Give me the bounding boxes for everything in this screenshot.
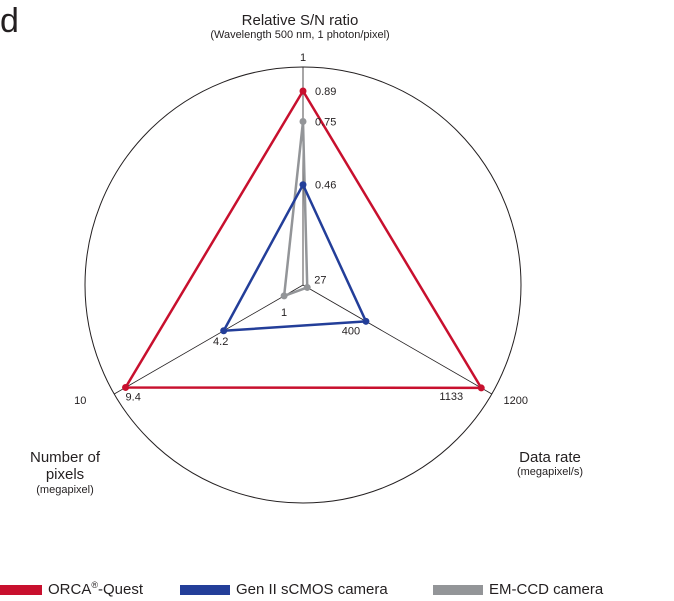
data-label-1-2: 4.2 — [213, 336, 228, 348]
data-point-0-0 — [299, 87, 307, 95]
axis-max-label-sn: 1 — [300, 52, 306, 64]
data-label-1-1: 400 — [342, 325, 360, 337]
data-label-0-2: 9.4 — [126, 391, 141, 403]
data-point-0-2 — [122, 383, 130, 391]
axis-title-rate-sub: (megapixel/s) — [516, 466, 584, 479]
data-label-2-2: 1 — [281, 307, 287, 319]
legend-item-orca: ORCA®-Quest — [0, 581, 143, 598]
series-line-2 — [282, 120, 309, 298]
axis-max-label-pixels: 10 — [74, 395, 86, 407]
series-line-1 — [222, 183, 368, 333]
radar-chart: 1 1200 10 0.75 27 1 0.46 400 4.2 0.89 1133 9.4 — [74, 52, 528, 504]
data-point-2-1 — [303, 283, 311, 291]
legend-label-emccd: EM-CCD camera — [489, 581, 604, 598]
legend-swatch-emccd — [433, 584, 483, 595]
legend: ORCA®-Quest Gen II sCMOS camera EM-CCD c… — [0, 581, 674, 601]
data-point-0-1 — [477, 384, 485, 392]
panel-label: d — [0, 2, 19, 40]
data-point-2-2 — [280, 292, 288, 300]
axis-title-rate-main: Data rate — [519, 449, 581, 466]
data-point-1-0 — [299, 181, 307, 189]
legend-label-gen2: Gen II sCMOS camera — [236, 581, 388, 598]
axis-spoke-rate — [302, 284, 492, 395]
axis-title-sn-sub: (Wavelength 500 nm, 1 photon/pixel) — [210, 29, 390, 42]
legend-item-emccd: EM-CCD camera — [433, 581, 603, 598]
axis-title-pixels-sub: (megapixel) — [36, 483, 94, 496]
axis-title-pixels: Number of pixels (megapixel) — [10, 449, 120, 496]
data-point-1-2 — [220, 327, 228, 335]
axis-title-rate: Data rate (megapixel/s) — [480, 449, 620, 479]
axis-max-label-rate: 1200 — [504, 395, 528, 407]
data-point-1-1 — [362, 317, 370, 325]
series-line-0 — [124, 89, 483, 390]
legend-swatch-gen2 — [180, 584, 230, 595]
axis-title-sn-main: Relative S/N ratio — [241, 12, 359, 29]
data-label-1-0: 0.46 — [315, 180, 336, 192]
data-label-0-1: 1133 — [439, 391, 463, 403]
axis-title-sn: Relative S/N ratio (Wavelength 500 nm, 1… — [150, 12, 450, 42]
legend-swatch-orca — [0, 584, 42, 595]
data-label-2-1: 27 — [314, 274, 326, 286]
legend-label-orca: ORCA®-Quest — [48, 580, 143, 599]
data-point-2-0 — [299, 118, 307, 125]
axis-title-pixels-main: Number of pixels — [29, 449, 101, 484]
data-label-2-0: 0.75 — [315, 117, 336, 129]
data-label-0-0: 0.89 — [315, 86, 336, 98]
axis-spoke-pixels — [114, 284, 304, 395]
legend-item-gen2: Gen II sCMOS camera — [180, 581, 388, 598]
